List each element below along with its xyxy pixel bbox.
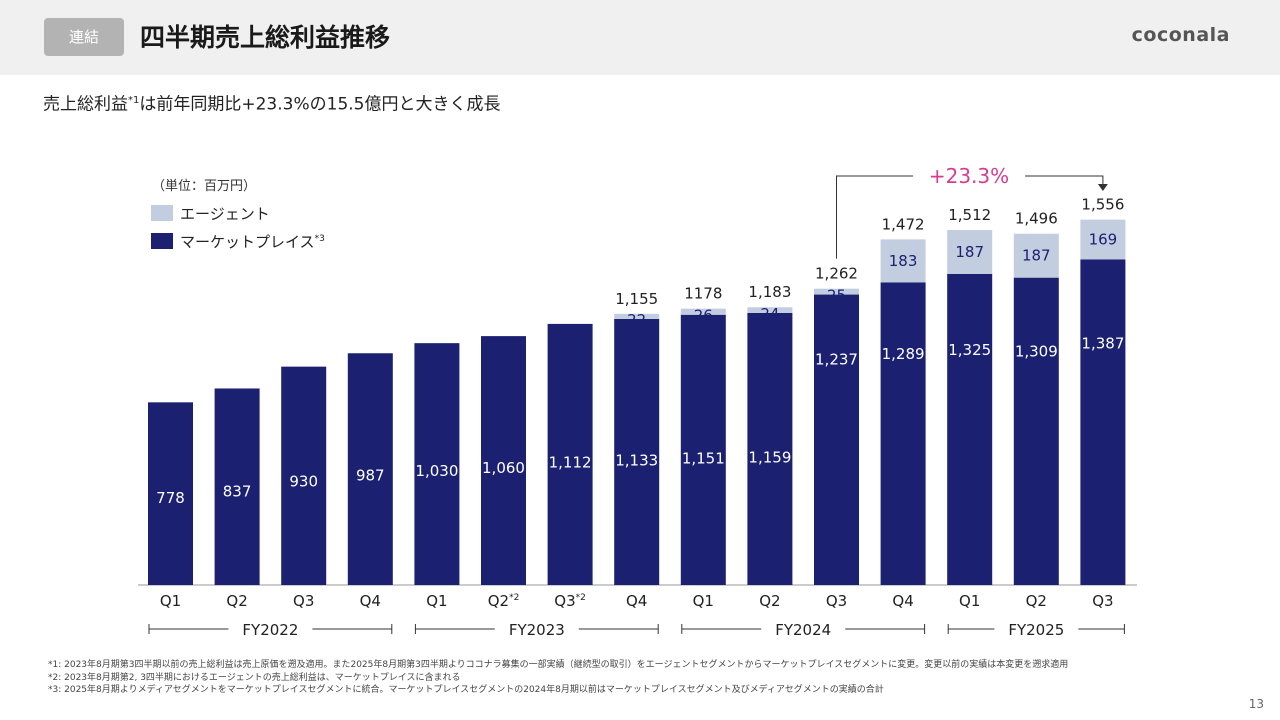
- marketplace-value-label: 1,289: [882, 345, 925, 363]
- marketplace-value-label: 1,133: [615, 451, 658, 469]
- x-tick-label: Q1: [693, 592, 714, 610]
- x-tick-label: Q4: [626, 592, 647, 610]
- marketplace-bar: [680, 314, 726, 585]
- marketplace-bar: [947, 273, 993, 585]
- x-tick-label: Q1: [160, 592, 181, 610]
- x-tick-label: Q2*2: [488, 592, 520, 610]
- x-tick-label: Q2: [1026, 592, 1047, 610]
- marketplace-bar: [747, 312, 793, 585]
- legend-label-marketplace: マーケットプレイス*3: [180, 233, 325, 251]
- marketplace-value-label: 1,112: [549, 454, 592, 472]
- agent-value-label: 187: [1022, 247, 1051, 265]
- marketplace-bar: [1013, 277, 1059, 585]
- x-tick-label: Q2: [759, 592, 780, 610]
- legend-swatch-agent: [151, 205, 173, 221]
- legend-label-sup: *3: [315, 234, 325, 244]
- total-value-label: 1,556: [1081, 196, 1124, 214]
- marketplace-value-label: 1,159: [748, 449, 791, 467]
- x-tick-label: Q4: [360, 592, 381, 610]
- marketplace-bar: [481, 336, 526, 585]
- footnote-3: *3: 2025年8月期よりメディアセグメントをマーケットプレイスセグメントに統…: [48, 685, 884, 695]
- marketplace-value-label: 987: [356, 467, 385, 485]
- agent-value-label: 183: [889, 252, 918, 270]
- subtitle-sup: *1: [128, 95, 140, 106]
- x-tick-label: Q3: [826, 592, 847, 610]
- agent-bar: [680, 308, 726, 315]
- footnotes: *1: 2023年8月期第3四半期以前の売上総利益は売上原価を遡及適用。また20…: [48, 659, 1068, 697]
- marketplace-value-label: 1,060: [482, 459, 525, 477]
- total-value-label: 1,262: [815, 265, 858, 283]
- marketplace-bar: [281, 366, 327, 585]
- marketplace-bar: [347, 353, 393, 585]
- x-tick-sup: *2: [509, 593, 519, 603]
- footnote-1: *1: 2023年8月期第3四半期以前の売上総利益は売上原価を遡及適用。また20…: [48, 660, 1069, 670]
- unit-label: （単位：百万円）: [152, 178, 256, 194]
- total-value-label: 1,183: [748, 283, 791, 301]
- x-tick-label: Q3: [1092, 592, 1113, 610]
- agent-value-label: 26: [694, 307, 713, 325]
- fiscal-year-label: FY2024: [775, 621, 831, 639]
- legend-swatch-marketplace: [151, 233, 173, 249]
- legend-label-agent: エージェント: [180, 205, 270, 223]
- agent-value-label: 22: [627, 311, 646, 329]
- agent-value-label: 169: [1089, 230, 1118, 248]
- consolidated-tag: 連結: [44, 18, 124, 56]
- marketplace-value-label: 930: [289, 473, 318, 491]
- fiscal-year-label: FY2022: [242, 621, 298, 639]
- total-value-label: 1,472: [882, 215, 925, 233]
- total-value-label: 1,155: [615, 290, 658, 308]
- fiscal-year-label: FY2023: [509, 621, 565, 639]
- agent-bar: [947, 229, 993, 274]
- marketplace-bar: [547, 323, 593, 585]
- marketplace-bar: [880, 282, 926, 585]
- agent-bar: [1080, 219, 1126, 260]
- marketplace-value-label: 1,151: [682, 449, 725, 467]
- marketplace-value-label: 778: [156, 489, 185, 507]
- growth-connector-left: [836, 175, 913, 259]
- marketplace-bar: [1080, 259, 1126, 585]
- marketplace-bar: [614, 318, 660, 585]
- growth-annotation-label: +23.3%: [929, 164, 1009, 188]
- agent-value-label: 24: [760, 305, 779, 323]
- marketplace-value-label: 837: [223, 483, 252, 501]
- page-title: 四半期売上総利益推移: [140, 23, 391, 52]
- subtitle-prefix: 売上総利益: [43, 94, 128, 115]
- agent-value-label: 187: [955, 243, 984, 261]
- marketplace-value-label: 1,237: [815, 350, 858, 368]
- growth-arrowhead: [1097, 184, 1108, 191]
- subtitle-suffix: は前年同期比+23.3%の15.5億円と大きく成長: [139, 94, 501, 115]
- agent-value-label: 25: [827, 287, 846, 305]
- agent-bar: [747, 307, 793, 313]
- marketplace-value-label: 1,325: [948, 341, 991, 359]
- marketplace-bar: [814, 294, 859, 585]
- marketplace-value-label: 1,309: [1015, 343, 1058, 361]
- marketplace-bar: [148, 402, 193, 585]
- x-tick-label: Q3*2: [554, 592, 586, 610]
- brand-logo: coconala: [1131, 24, 1230, 46]
- marketplace-bar: [414, 343, 460, 585]
- agent-bar: [880, 239, 926, 283]
- growth-connector-right: [1025, 175, 1104, 185]
- x-tick-label: Q1: [426, 592, 447, 610]
- x-tick-label: Q4: [892, 592, 913, 610]
- subtitle: 売上総利益*1は前年同期比+23.3%の15.5億円と大きく成長: [43, 88, 500, 118]
- agent-bar: [814, 288, 859, 295]
- marketplace-value-label: 1,387: [1081, 334, 1124, 352]
- x-tick-label: Q2: [226, 592, 247, 610]
- header-bar: 連結 四半期売上総利益推移 coconala: [0, 0, 1280, 75]
- gross-profit-chart: 778Q1837Q2930Q3987Q41,030Q11,060Q2*21,11…: [138, 164, 1137, 639]
- x-tick-label: Q1: [959, 592, 980, 610]
- total-value-label: 1,496: [1015, 210, 1058, 228]
- agent-bar: [1013, 233, 1059, 278]
- agent-bar: [614, 313, 660, 319]
- x-tick-label: Q3: [293, 592, 314, 610]
- total-value-label: 1178: [684, 285, 722, 303]
- marketplace-bar: [214, 388, 260, 585]
- page-number: 13: [1248, 697, 1264, 711]
- footnote-2: *2: 2023年8月期第2, 3四半期におけるエージェントの売上総利益は、マー…: [48, 672, 461, 683]
- fiscal-year-label: FY2025: [1008, 621, 1064, 639]
- total-value-label: 1,512: [948, 206, 991, 224]
- marketplace-value-label: 1,030: [415, 462, 458, 480]
- x-tick-sup: *2: [576, 593, 586, 603]
